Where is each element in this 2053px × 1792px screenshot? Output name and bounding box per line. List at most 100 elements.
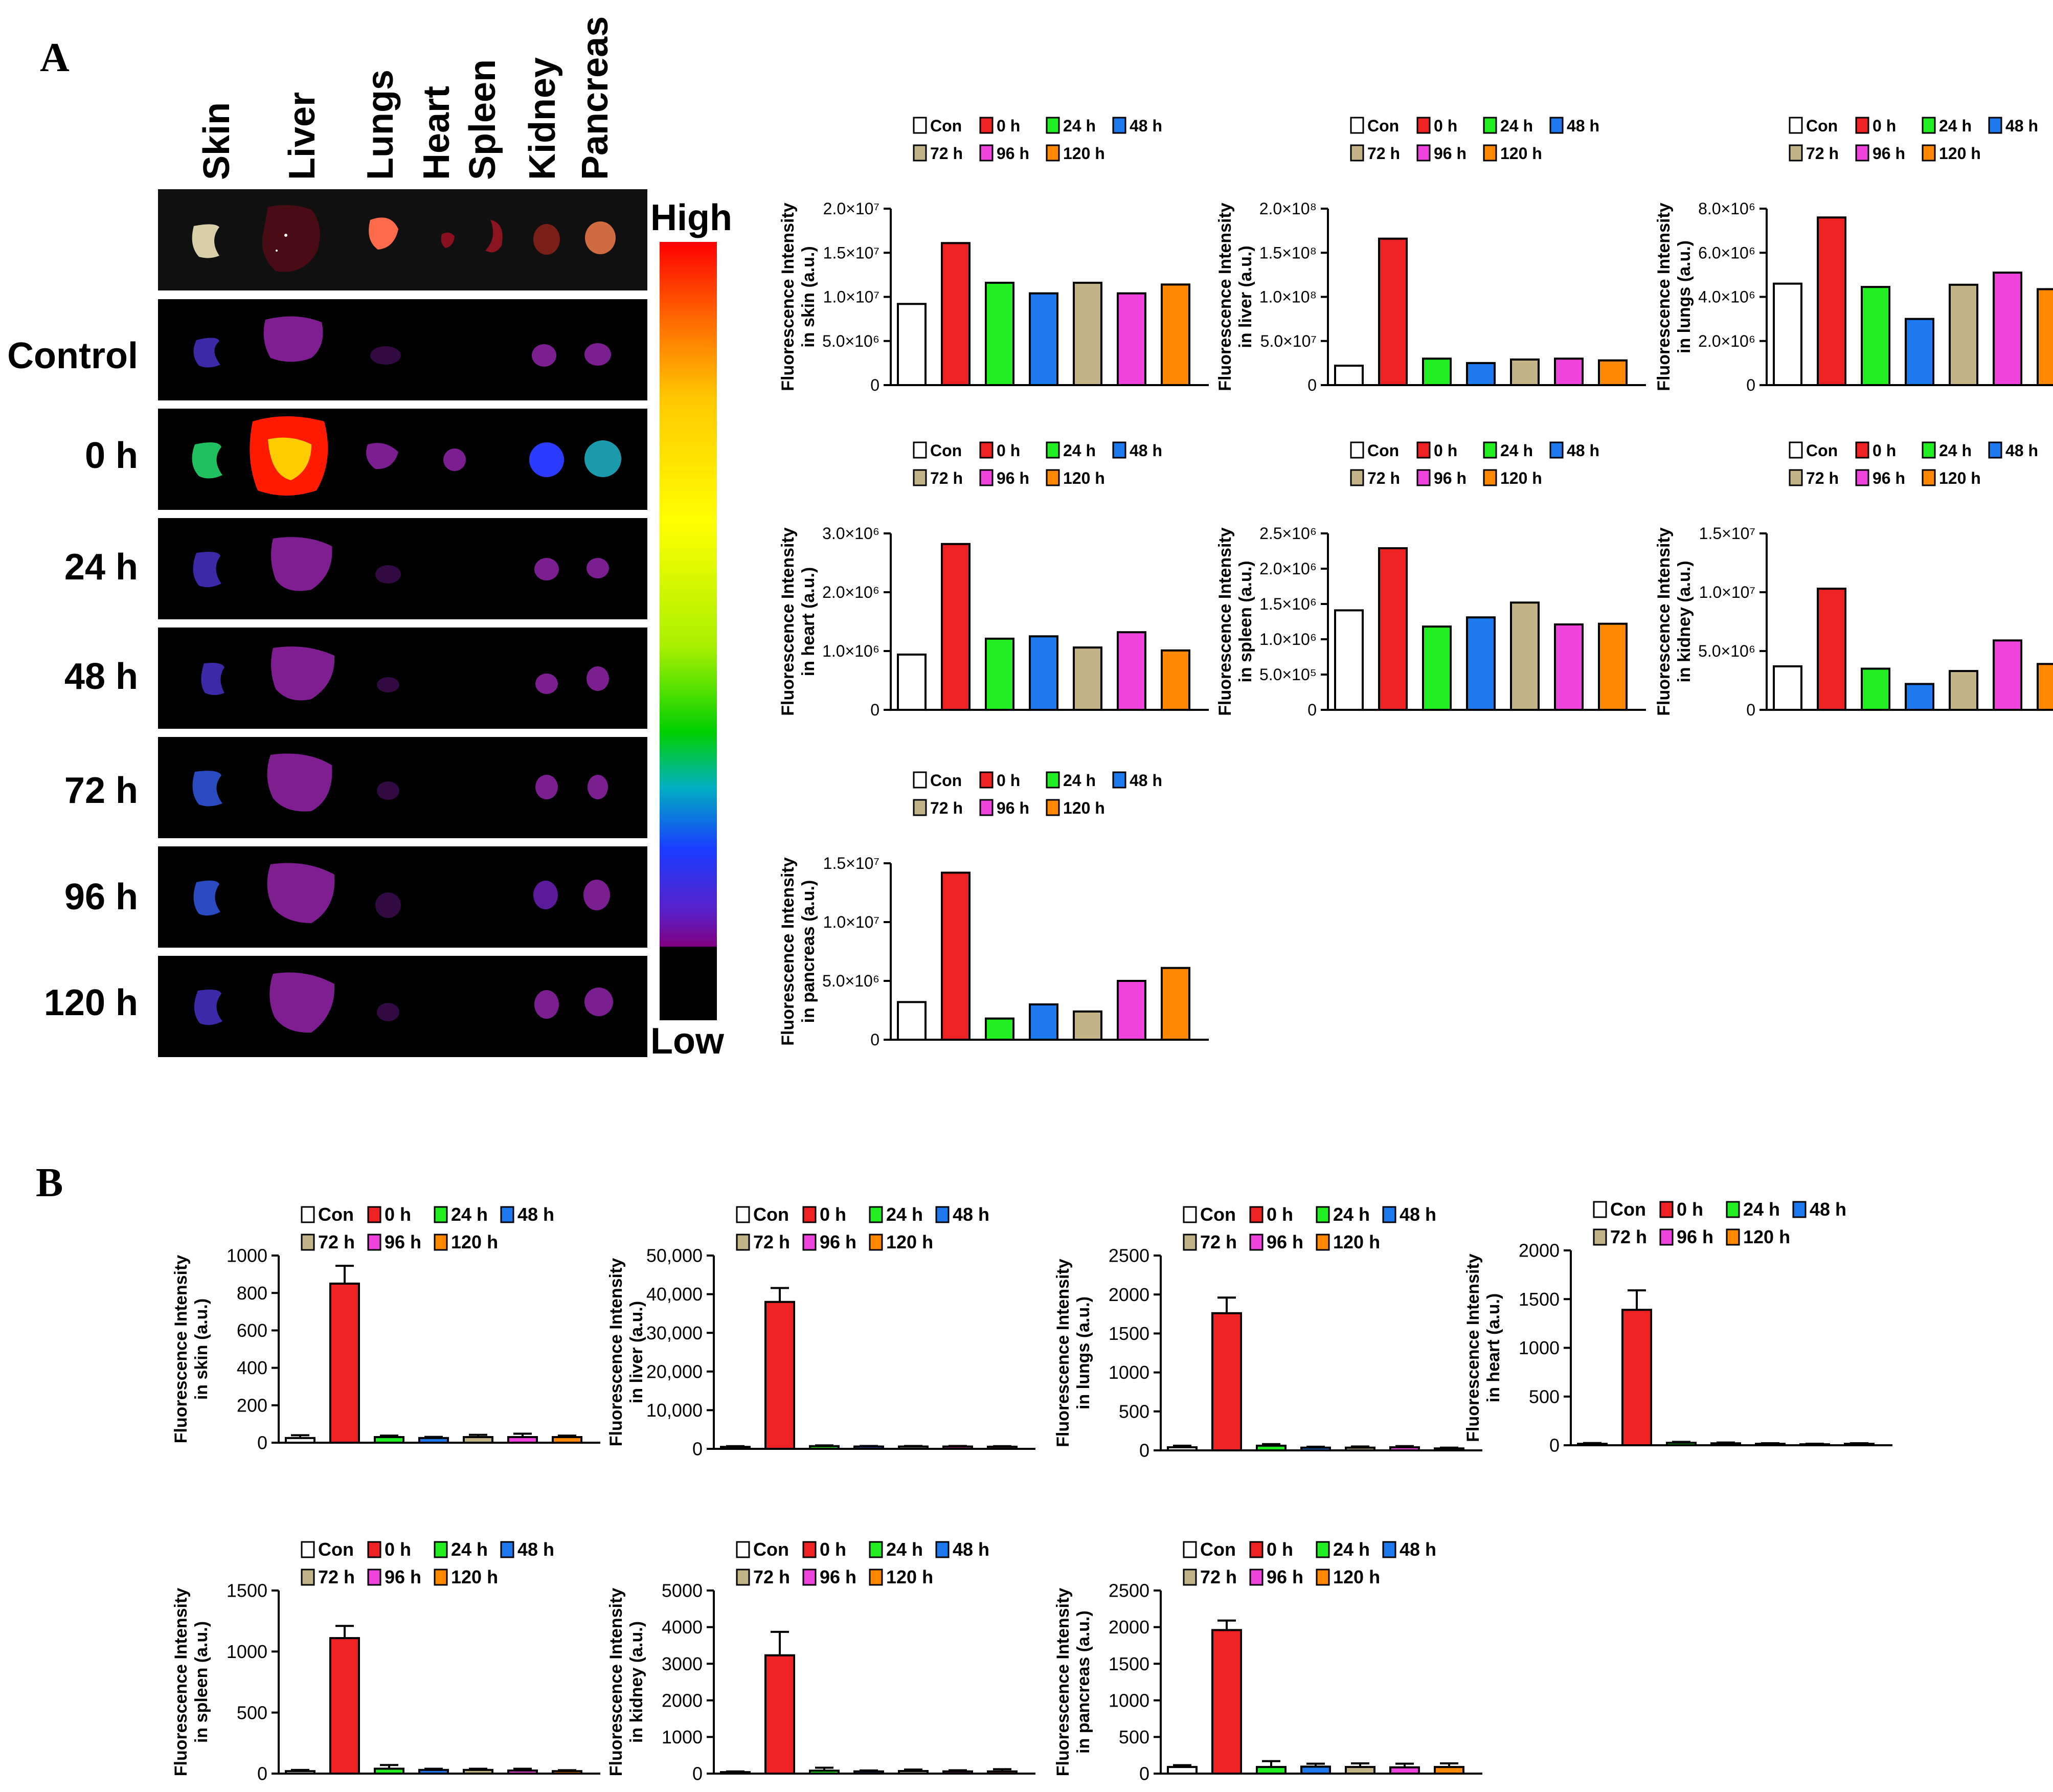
y-tick-label-B-pancreas-4: 2000 (1109, 1617, 1149, 1638)
legend-label-B-spleen-2: 24 h (451, 1539, 488, 1560)
row-label-120h: 120 h (43, 982, 138, 1023)
legend-label-B-skin-1: 0 h (385, 1204, 411, 1225)
legend-swatch-B-lungs-4 (1183, 1234, 1197, 1251)
bar-A-heart-Con (897, 653, 927, 711)
legend-swatch-B-lungs-0 (1183, 1206, 1197, 1223)
legend-swatch-A-lungs-1 (1855, 117, 1869, 134)
y-tick-label-B-spleen-2: 1000 (227, 1641, 267, 1662)
legend-swatch-B-heart-4 (1593, 1228, 1607, 1246)
y-tick-label-A-skin-0: 0 (870, 376, 879, 394)
y-tick-label-A-kidney-1: 5.0×10⁶ (1698, 642, 1755, 660)
legend-label-B-heart-2: 24 h (1743, 1199, 1780, 1220)
legend-swatch-A-heart-5 (979, 469, 994, 486)
y-axis-label-line-0: Fluorescence Intensity (1654, 527, 1674, 716)
legend-label-B-skin-6: 120 h (451, 1231, 498, 1252)
y-tick-label-A-pancreas-1: 5.0×10⁶ (822, 972, 879, 990)
bar-B-lungs-0h (1211, 1312, 1242, 1451)
legend-swatch-B-kidney-2 (869, 1541, 883, 1558)
legend-label-B-skin-4: 72 h (318, 1231, 355, 1252)
legend-swatch-A-skin-0 (913, 117, 927, 134)
fluorescence-row-0h (158, 409, 647, 510)
bar-A-heart-0h (941, 543, 971, 711)
y-tick-label-A-liver-3: 1.5×10⁸ (1259, 243, 1317, 262)
legend-swatch-B-kidney-1 (802, 1541, 817, 1558)
bar-A-pancreas-120h (1161, 967, 1190, 1041)
legend-label-B-liver-0: Con (753, 1204, 789, 1225)
legend-swatch-A-lungs-0 (1789, 117, 1803, 134)
legend-label-B-liver-6: 120 h (886, 1231, 933, 1252)
legend-swatch-B-pancreas-0 (1183, 1541, 1197, 1558)
legend-swatch-A-pancreas-3 (1112, 771, 1126, 789)
y-axis-label-line-1: in liver (a.u.) (1236, 245, 1255, 348)
legend-label-B-spleen-6: 120 h (451, 1566, 498, 1587)
bar-A-kidney-0h (1817, 588, 1846, 711)
legend-label-A-skin-2: 24 h (1063, 117, 1096, 135)
y-axis-label-line-0: Fluorescence Intensity (778, 527, 798, 716)
bar-B-skin-Con (285, 1437, 315, 1444)
legend-swatch-B-skin-1 (367, 1206, 381, 1223)
bar-B-lungs-96h (1389, 1446, 1420, 1452)
legend-label-A-spleen-5: 96 h (1434, 469, 1467, 487)
y-axis-label-A-spleen: Fluorescence Intensityin spleen (a.u.) (1215, 527, 1255, 716)
y-axis-label-B-heart: Fluorescence Intensityin heart (a.u.) (1463, 1253, 1503, 1442)
chart-B-pancreas: Con 0 h 24 h 48 h 72 h 96 h 120 h 0 500 1000 1500 2… (1053, 1539, 1482, 1784)
legend-label-A-liver-5: 96 h (1434, 144, 1467, 163)
bar-A-liver-48h (1466, 362, 1496, 386)
panel-b-label: B (36, 1160, 63, 1205)
bar-A-spleen-72h (1510, 601, 1540, 711)
fluorescence-image-control (193, 316, 611, 368)
legend-label-A-kidney-5: 96 h (1872, 469, 1905, 487)
legend-label-A-spleen-3: 48 h (1567, 441, 1599, 460)
bar-A-lungs-72h (1949, 283, 1978, 386)
legend-swatch-A-lungs-6 (1922, 144, 1936, 162)
bar-A-kidney-Con (1773, 665, 1802, 711)
legend-swatch-B-skin-0 (301, 1206, 315, 1223)
legend-swatch-A-spleen-6 (1483, 469, 1497, 486)
fluorescence-image-48h (201, 646, 609, 701)
y-axis-label-B-pancreas: Fluorescence Intensityin pancreas (a.u.) (1053, 1588, 1093, 1777)
y-tick-label-B-lungs-5: 2500 (1109, 1245, 1149, 1266)
row-label-24h: 24 h (64, 547, 138, 588)
bar-B-pancreas-120h (1434, 1766, 1464, 1775)
y-tick-label-A-pancreas-2: 1.0×10⁷ (823, 913, 879, 931)
legend-swatch-B-lungs-1 (1249, 1206, 1264, 1223)
bar-A-liver-72h (1510, 358, 1540, 386)
bar-A-skin-48h (1029, 292, 1058, 386)
y-tick-label-B-skin-2: 400 (237, 1357, 267, 1378)
bar-A-pancreas-Con (897, 1001, 927, 1041)
bar-B-liver-24h (809, 1445, 840, 1450)
legend-swatch-A-kidney-4 (1789, 469, 1803, 486)
legend-label-B-heart-0: Con (1610, 1199, 1646, 1220)
legend-swatch-B-skin-4 (301, 1234, 315, 1251)
y-tick-label-B-heart-3: 1500 (1519, 1289, 1560, 1310)
bar-A-lungs-48h (1905, 318, 1934, 386)
y-tick-label-B-liver-4: 40,000 (646, 1284, 703, 1305)
legend-swatch-B-heart-6 (1726, 1228, 1740, 1246)
legend-label-A-heart-0: Con (930, 441, 962, 460)
bar-A-liver-Con (1334, 365, 1364, 386)
y-axis-label-line-1: in lungs (a.u.) (1675, 240, 1694, 353)
legend-label-A-skin-0: Con (930, 117, 962, 135)
legend-label-B-lungs-5: 96 h (1267, 1231, 1303, 1252)
y-axis-label-line-1: in liver (a.u.) (627, 1301, 646, 1403)
bar-B-skin-24h (374, 1436, 404, 1444)
legend-swatch-B-liver-4 (736, 1234, 750, 1251)
bar-A-pancreas-96h (1117, 980, 1146, 1041)
legend-swatch-B-spleen-6 (434, 1569, 448, 1586)
legend-label-B-spleen-0: Con (318, 1539, 354, 1560)
legend-label-A-liver-0: Con (1367, 117, 1399, 135)
legend-swatch-A-pancreas-6 (1046, 799, 1060, 816)
bar-A-heart-48h (1029, 635, 1058, 711)
chart-A-heart: Con 0 h 24 h 48 h 72 h 96 h 120 h 0 1.0×10⁶ 2.0×1… (778, 441, 1209, 719)
y-tick-label-B-pancreas-0: 0 (1139, 1763, 1149, 1784)
legend-swatch-B-kidney-3 (935, 1541, 950, 1558)
y-tick-label-A-lungs-4: 8.0×10⁶ (1698, 199, 1755, 218)
fluorescence-image-120h (194, 972, 613, 1033)
y-tick-label-A-spleen-3: 1.5×10⁶ (1259, 595, 1317, 613)
legend-swatch-A-liver-3 (1549, 117, 1564, 134)
legend-swatch-B-liver-0 (736, 1206, 750, 1223)
y-axis-label-line-1: in kidney (a.u.) (1675, 561, 1694, 682)
bar-B-skin-48h (418, 1437, 449, 1444)
legend-label-B-pancreas-0: Con (1200, 1539, 1236, 1560)
bar-A-kidney-72h (1949, 670, 1978, 711)
